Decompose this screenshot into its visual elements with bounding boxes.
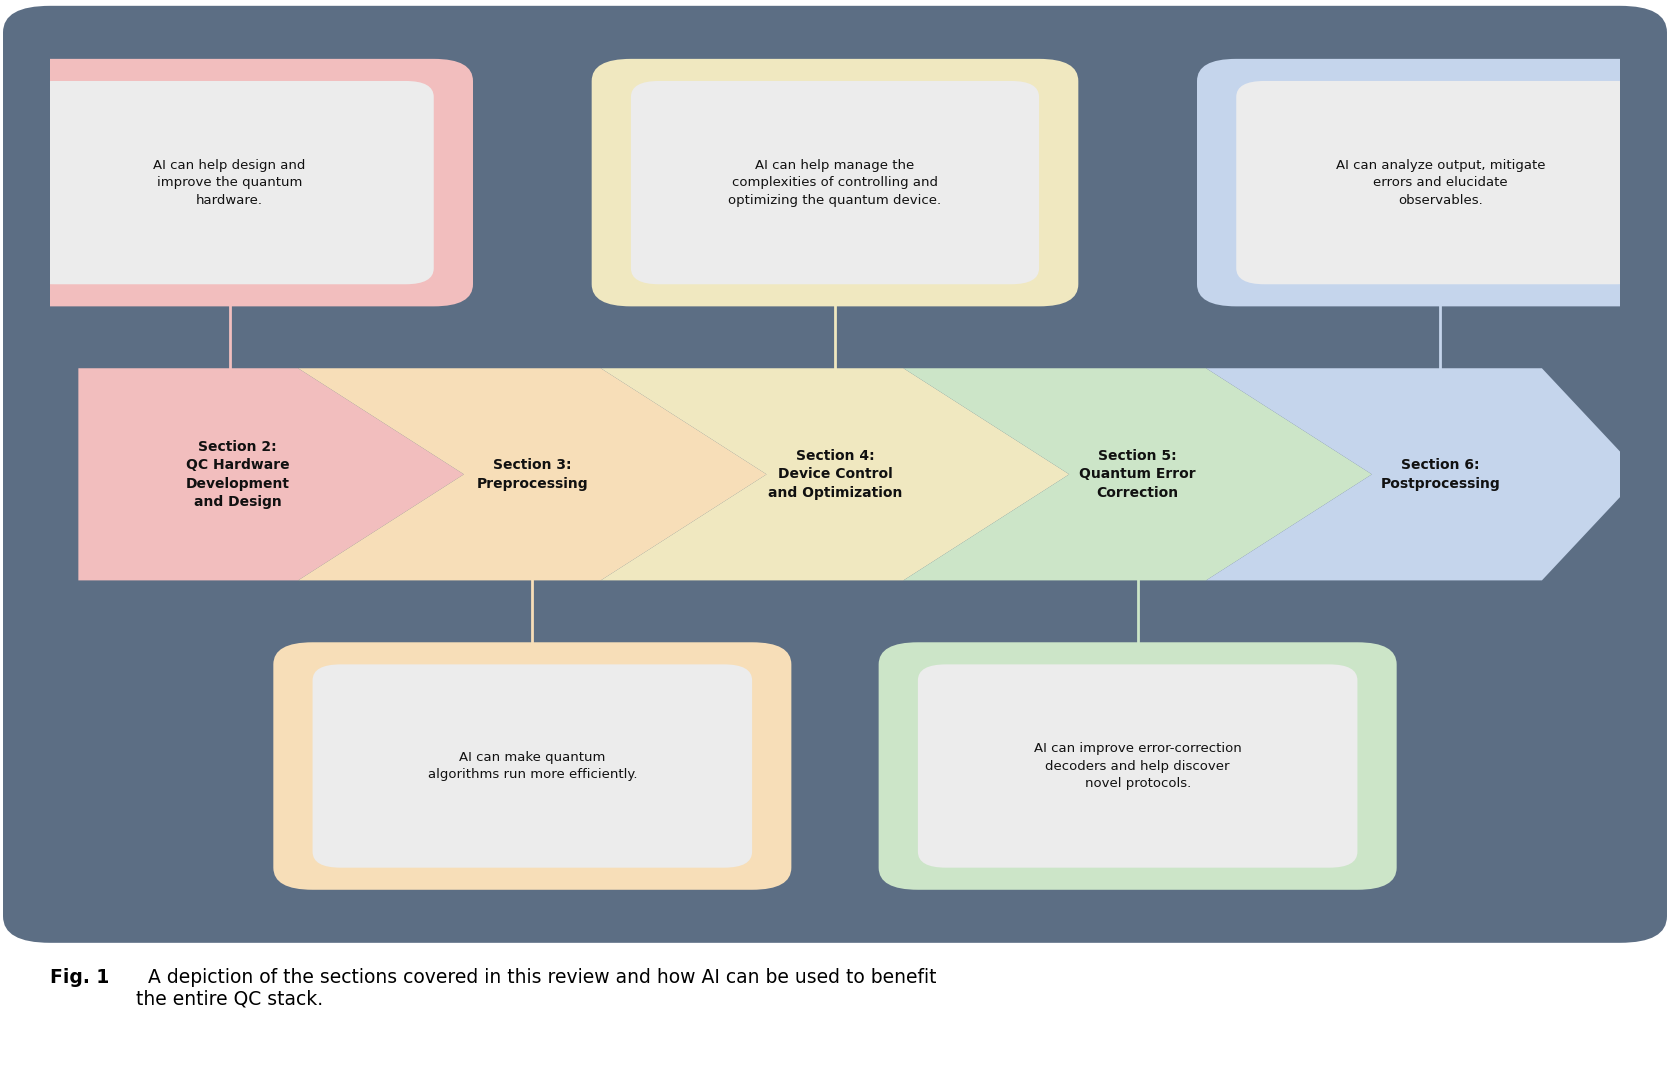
FancyBboxPatch shape bbox=[25, 81, 434, 285]
FancyBboxPatch shape bbox=[1197, 59, 1670, 306]
Text: A depiction of the sections covered in this review and how AI can be used to ben: A depiction of the sections covered in t… bbox=[137, 968, 937, 1009]
Text: AI can help design and
improve the quantum
hardware.: AI can help design and improve the quant… bbox=[154, 158, 306, 207]
Text: Section 4:
Device Control
and Optimization: Section 4: Device Control and Optimizati… bbox=[768, 448, 902, 500]
Text: AI can help manage the
complexities of controlling and
optimizing the quantum de: AI can help manage the complexities of c… bbox=[728, 158, 942, 207]
FancyBboxPatch shape bbox=[3, 5, 1667, 943]
Polygon shape bbox=[78, 369, 464, 580]
FancyBboxPatch shape bbox=[312, 664, 752, 868]
Text: AI can analyze output, mitigate
errors and elucidate
observables.: AI can analyze output, mitigate errors a… bbox=[1336, 158, 1545, 207]
Text: Section 2:
QC Hardware
Development
and Design: Section 2: QC Hardware Development and D… bbox=[185, 440, 289, 509]
FancyBboxPatch shape bbox=[878, 642, 1396, 889]
Polygon shape bbox=[1206, 369, 1642, 580]
Polygon shape bbox=[601, 369, 1069, 580]
Polygon shape bbox=[903, 369, 1371, 580]
Text: Section 3:
Preprocessing: Section 3: Preprocessing bbox=[476, 458, 588, 490]
FancyBboxPatch shape bbox=[1236, 81, 1645, 285]
FancyBboxPatch shape bbox=[919, 664, 1358, 868]
Text: Fig. 1: Fig. 1 bbox=[50, 968, 109, 986]
FancyBboxPatch shape bbox=[631, 81, 1039, 285]
Text: Section 5:
Quantum Error
Correction: Section 5: Quantum Error Correction bbox=[1079, 448, 1196, 500]
Text: AI can make quantum
algorithms run more efficiently.: AI can make quantum algorithms run more … bbox=[428, 750, 636, 782]
FancyBboxPatch shape bbox=[274, 642, 792, 889]
Text: AI can improve error-correction
decoders and help discover
novel protocols.: AI can improve error-correction decoders… bbox=[1034, 742, 1241, 790]
Polygon shape bbox=[299, 369, 767, 580]
FancyBboxPatch shape bbox=[0, 59, 473, 306]
Text: Section 6:
Postprocessing: Section 6: Postprocessing bbox=[1381, 458, 1500, 490]
FancyBboxPatch shape bbox=[591, 59, 1079, 306]
